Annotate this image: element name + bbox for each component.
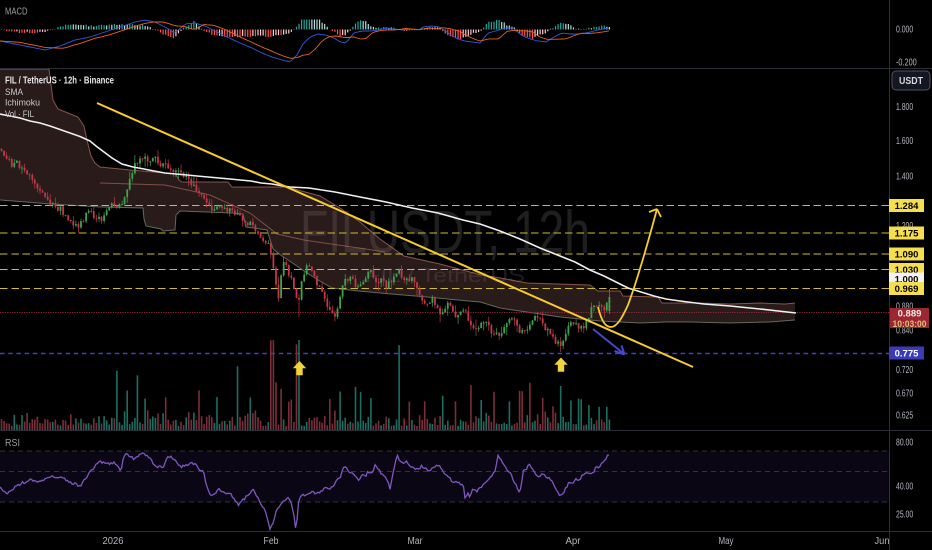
svg-text:1.400: 1.400	[896, 172, 913, 183]
svg-text:0.840: 0.840	[896, 326, 913, 337]
svg-text:Vol · FIL: Vol · FIL	[5, 109, 34, 119]
svg-text:2026: 2026	[103, 536, 124, 547]
svg-text:0.880: 0.880	[896, 302, 913, 313]
svg-text:80.00: 80.00	[896, 438, 913, 449]
svg-text:0.720: 0.720	[896, 365, 913, 376]
svg-text:0.625: 0.625	[896, 411, 913, 422]
svg-text:1.000: 1.000	[895, 275, 919, 286]
svg-text:MACD: MACD	[5, 7, 28, 18]
svg-text:0.889: 0.889	[898, 309, 922, 320]
svg-text:Mar: Mar	[408, 536, 424, 547]
svg-text:Ichimoku: Ichimoku	[5, 98, 40, 108]
svg-text:0.969: 0.969	[895, 284, 919, 295]
svg-text:1.284: 1.284	[895, 201, 919, 212]
svg-text:1.090: 1.090	[895, 250, 919, 261]
svg-text:USDT: USDT	[899, 76, 923, 87]
svg-text:1.600: 1.600	[896, 136, 913, 147]
svg-text:-0.200: -0.200	[896, 58, 917, 69]
svg-text:1.030: 1.030	[895, 265, 919, 276]
svg-text:25.00: 25.00	[896, 510, 913, 521]
svg-text:RSI: RSI	[5, 438, 20, 449]
svg-text:0.000: 0.000	[896, 25, 913, 36]
svg-text:FIL / TetherUS · 12h · Binance: FIL / TetherUS · 12h · Binance	[5, 76, 114, 87]
svg-text:Jun: Jun	[875, 536, 890, 547]
svg-text:0.670: 0.670	[896, 389, 913, 400]
svg-text:Feb: Feb	[264, 536, 279, 547]
svg-text:40.00: 40.00	[896, 482, 913, 493]
svg-text:May: May	[719, 536, 734, 547]
svg-text:1.800: 1.800	[896, 102, 913, 113]
svg-text:1.175: 1.175	[895, 229, 919, 240]
svg-text:SMA: SMA	[5, 87, 23, 97]
svg-text:0.775: 0.775	[895, 349, 919, 360]
svg-text:10:03:00: 10:03:00	[893, 319, 927, 330]
svg-text:Apr: Apr	[566, 536, 582, 547]
svg-text:FIL / TetherUS: FIL / TetherUS	[365, 266, 525, 287]
